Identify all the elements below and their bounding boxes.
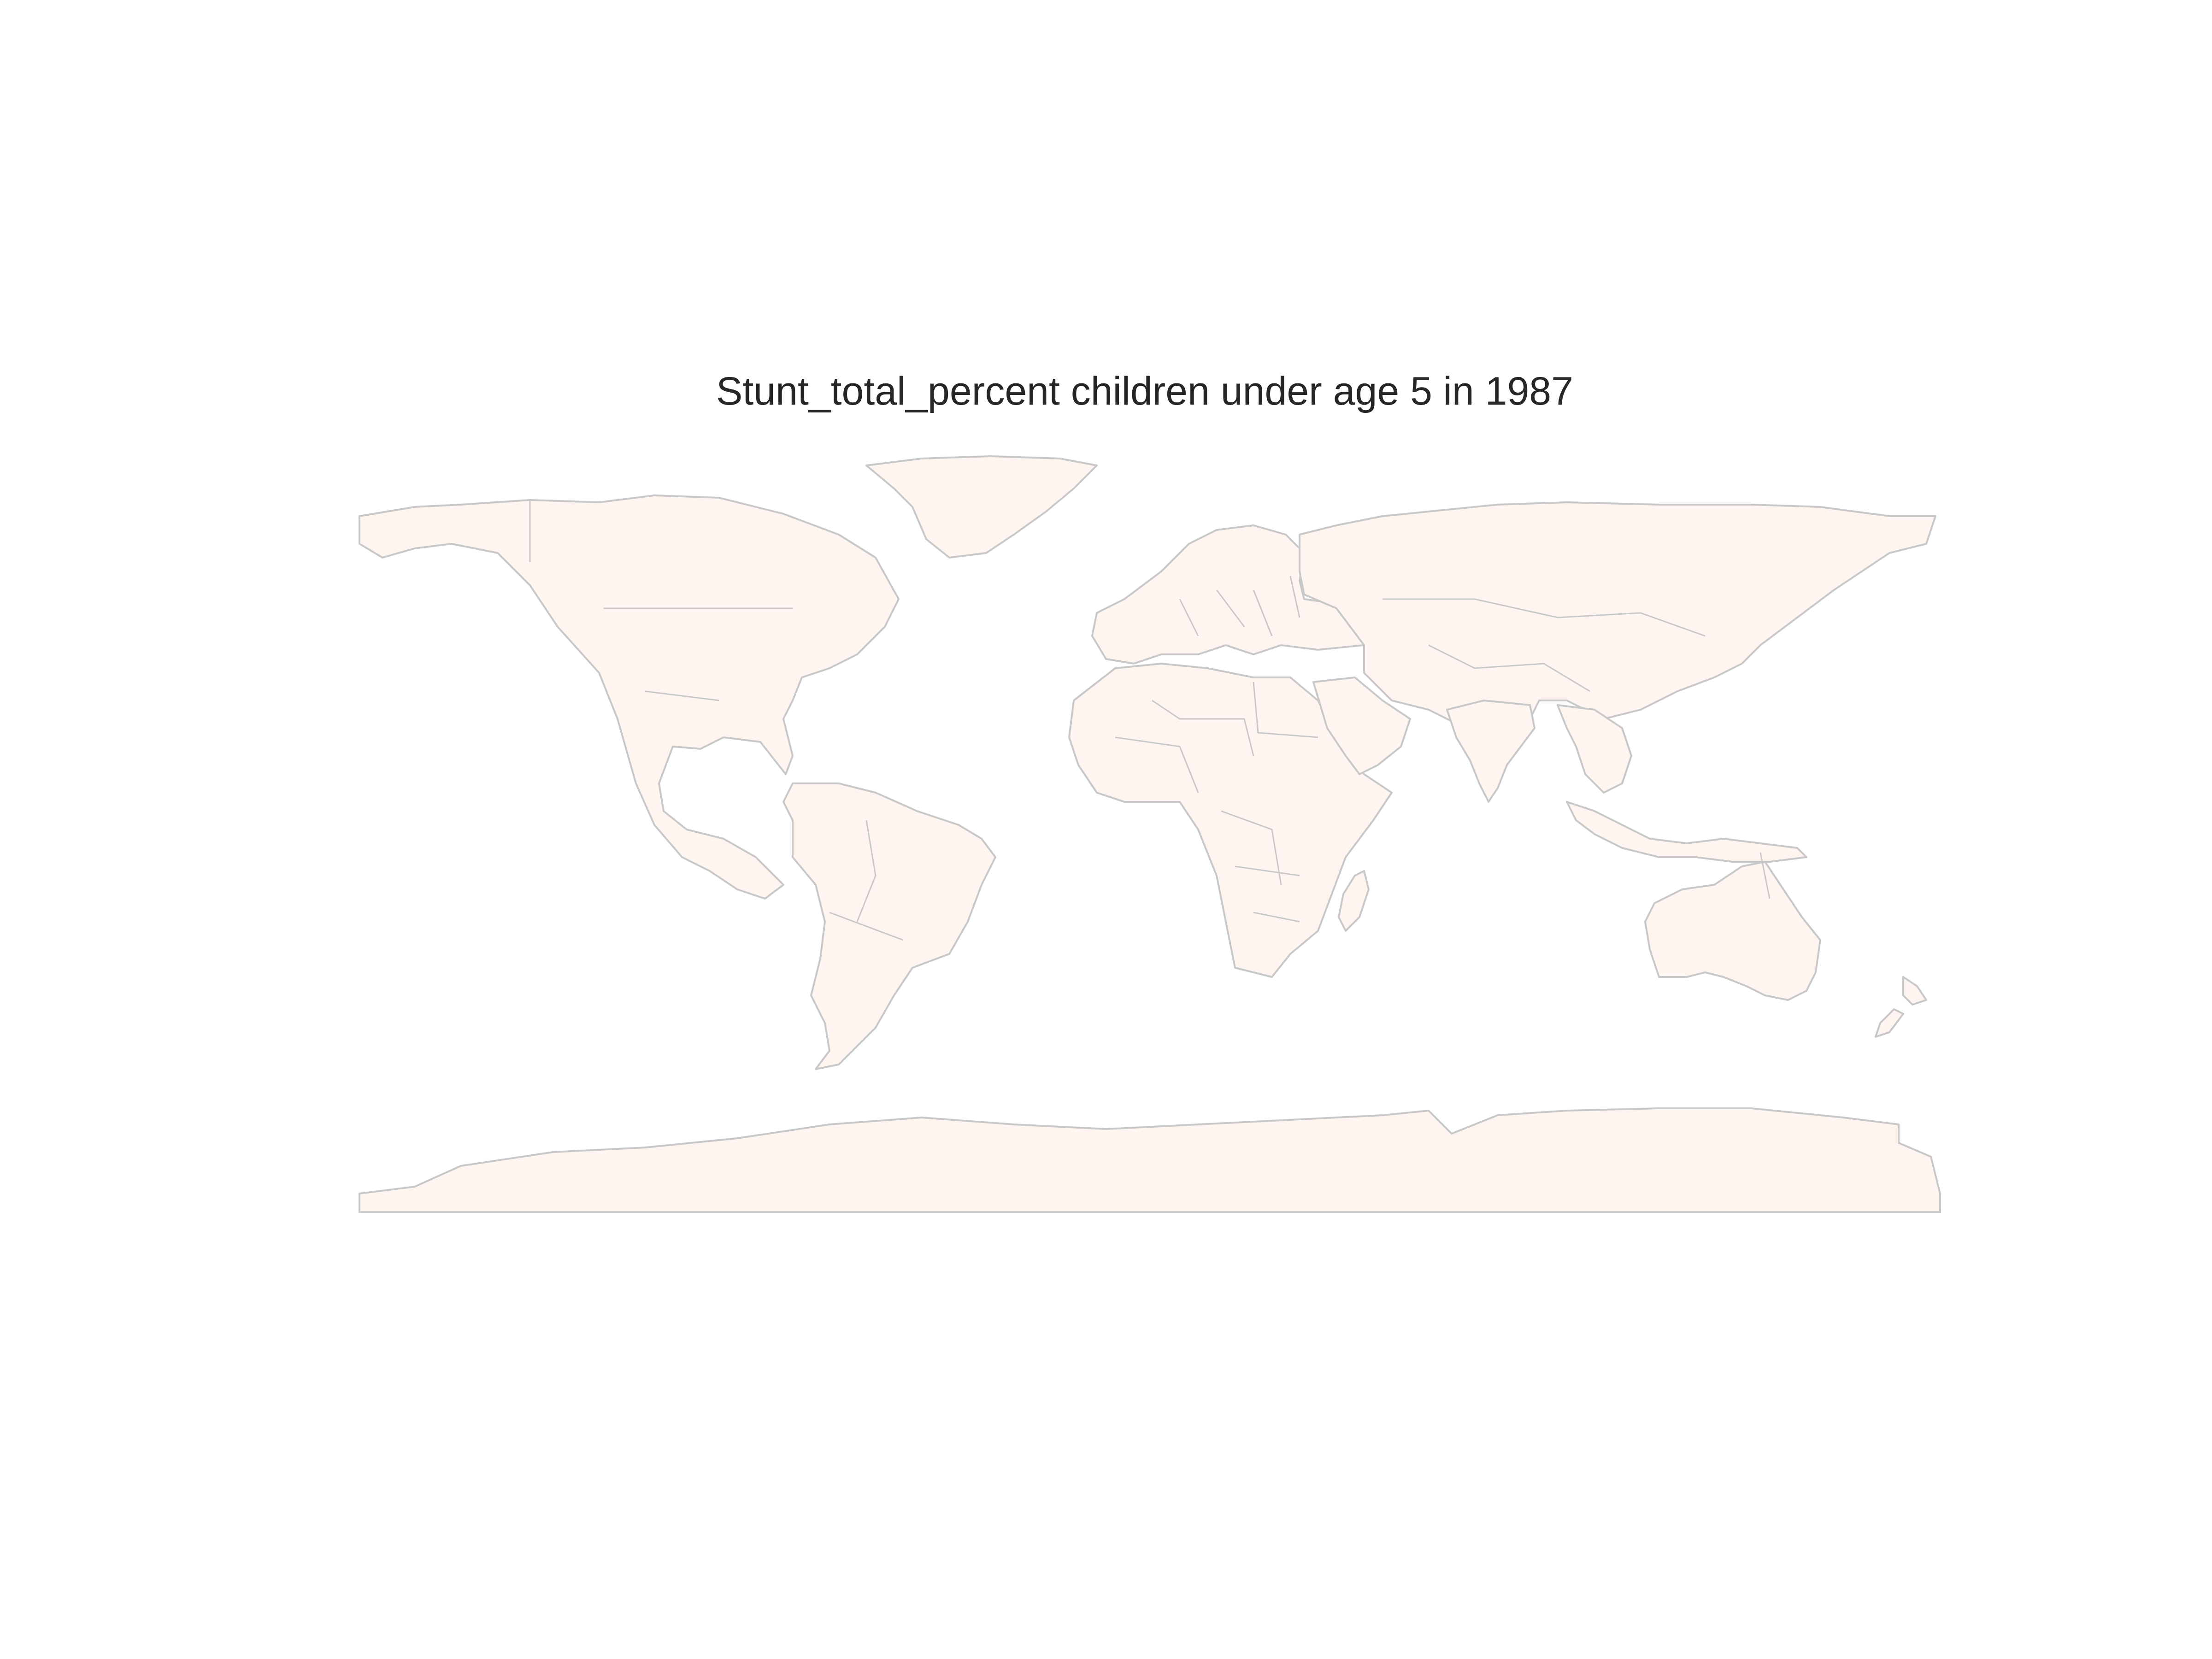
india	[1446, 700, 1535, 803]
madagascar	[1338, 870, 1370, 932]
country-borders	[529, 500, 1771, 941]
asia	[1299, 501, 1936, 757]
greenland	[865, 455, 1098, 559]
us-mexico-border	[645, 690, 719, 701]
indonesia	[1566, 801, 1807, 863]
arabian-peninsula	[1312, 677, 1411, 775]
africa-borders	[1115, 682, 1318, 793]
map-title: Stunt_total_percent children under age 5…	[716, 369, 1573, 413]
southern-africa-borders	[1221, 810, 1300, 923]
north-america	[359, 494, 900, 900]
antarctica	[359, 1107, 1941, 1213]
asia-borders	[1382, 598, 1706, 692]
australia-png-border	[1759, 852, 1771, 899]
south-america	[782, 782, 996, 1070]
europe-borders	[1179, 576, 1300, 636]
south-america-borders	[829, 820, 904, 941]
australia	[1644, 861, 1821, 1001]
southeast-asia	[1557, 704, 1632, 794]
new-zealand	[1875, 976, 1927, 1038]
world-map-land	[359, 455, 1941, 1213]
